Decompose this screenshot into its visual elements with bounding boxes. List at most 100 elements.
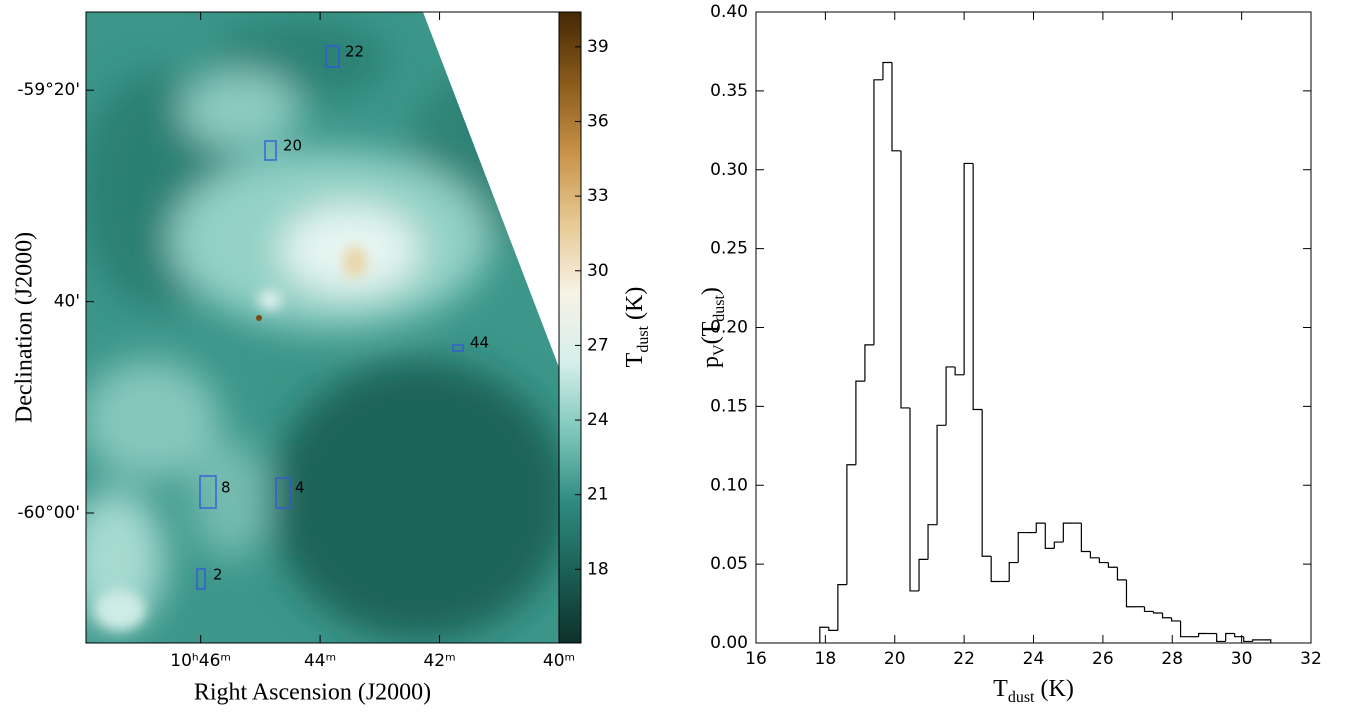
- colorbar-tick-label: 24: [587, 410, 609, 430]
- hist-step: [1243, 636, 1253, 643]
- x-axis-label: Tdust (K): [993, 676, 1074, 707]
- y-tick-label: 0.05: [710, 554, 748, 574]
- colorbar-tick-label: 33: [587, 186, 609, 206]
- hist-step: [963, 162, 974, 375]
- region-box: [325, 45, 340, 68]
- y-tick-label: 40': [54, 292, 80, 312]
- region-box: [452, 344, 464, 352]
- region-box: [275, 477, 291, 509]
- y-tick-label: 0.25: [710, 239, 748, 259]
- x-tick-label: 20: [884, 649, 906, 669]
- region-box: [264, 140, 277, 161]
- colorbar-tick-label: 39: [587, 37, 609, 57]
- x-tick-label: 22: [953, 649, 975, 669]
- colorbar-tick-label: 27: [587, 335, 609, 355]
- hist-step: [1179, 620, 1190, 638]
- region-box: [199, 475, 217, 509]
- y-axis-label: Declination (J2000): [12, 232, 38, 423]
- hist-step: [1053, 541, 1064, 549]
- x-axis-label-part: T: [993, 676, 1008, 702]
- region-label: 20: [283, 137, 302, 155]
- y-tick-label: 0.15: [710, 396, 748, 416]
- hist-step: [846, 464, 856, 585]
- y-tick-label: 0.35: [710, 81, 748, 101]
- hist-step: [1252, 639, 1262, 642]
- hist-step: [909, 407, 920, 592]
- hist-step: [900, 150, 911, 409]
- colorbar-label-part: (K): [622, 287, 648, 326]
- colorbar-tick-label: 36: [587, 111, 609, 131]
- hist-step: [1225, 632, 1235, 642]
- colorbar-tick-label: 30: [587, 261, 609, 281]
- hist-step: [1116, 567, 1127, 581]
- hist-step: [1080, 523, 1091, 553]
- y-axis-label-part: ): [698, 287, 724, 295]
- hist-step: [981, 409, 992, 557]
- x-tick-label: 40ᵐ: [543, 651, 575, 671]
- y-tick-label: 0.10: [710, 475, 748, 495]
- x-tick-label: 28: [1161, 649, 1183, 669]
- hist-step: [1170, 617, 1181, 622]
- hist-step: [1198, 632, 1208, 637]
- x-tick-label: 32: [1300, 649, 1322, 669]
- hist-step: [882, 61, 892, 80]
- hist-step: [1017, 531, 1028, 563]
- y-tick-label: 0.00: [710, 633, 748, 653]
- region-label: 8: [221, 479, 231, 497]
- hist-step: [1143, 606, 1154, 613]
- x-tick-label: 24: [1023, 649, 1045, 669]
- hist-step: [1098, 557, 1109, 564]
- y-axis-label-part: (T: [698, 321, 724, 344]
- colorbar-tick-label: 21: [587, 485, 609, 505]
- x-tick-label: 30: [1231, 649, 1253, 669]
- region-label: 4: [295, 479, 305, 497]
- y-tick-label: -60°00': [17, 503, 80, 523]
- y-tick-label: 0.20: [710, 318, 748, 338]
- hist-step: [1216, 633, 1226, 643]
- hist-step: [855, 380, 865, 465]
- hist-step: [828, 627, 838, 631]
- dust-map: [86, 12, 559, 643]
- region-box: [196, 568, 206, 590]
- x-tick-label: 10ʰ46ᵐ: [170, 651, 231, 671]
- hist-step: [1125, 579, 1136, 608]
- hist-step: [1234, 633, 1244, 638]
- y-tick-label: -59°20': [17, 80, 80, 100]
- hist-step: [819, 626, 829, 643]
- hist-step: [954, 366, 965, 376]
- hist-frame: [755, 11, 1312, 644]
- region-label: 22: [345, 43, 364, 61]
- hist-step: [891, 62, 901, 152]
- region-label: 2: [213, 566, 223, 584]
- colorbar-label: Tdust (K): [622, 287, 653, 368]
- region-label: 44: [470, 334, 489, 352]
- hist-step: [1107, 562, 1118, 568]
- hist-step: [1062, 522, 1073, 543]
- hist-step: [1008, 561, 1019, 582]
- hist-step: [918, 558, 929, 591]
- y-axis-label-part: p: [698, 356, 724, 368]
- hist-step: [927, 524, 938, 560]
- y-axis-label: pV(Tdust): [698, 287, 729, 368]
- y-tick-label: 0.40: [710, 2, 748, 22]
- x-tick-label: 44ᵐ: [304, 651, 336, 671]
- x-tick-label: 16: [745, 649, 767, 669]
- colorbar-label-part: dust: [635, 325, 652, 352]
- colorbar-label-part: T: [622, 352, 648, 367]
- x-tick-label: 42ᵐ: [423, 651, 455, 671]
- hist-step: [1261, 639, 1272, 643]
- y-axis-label-part: V: [711, 344, 728, 356]
- colorbar: [558, 11, 582, 644]
- hist-step: [936, 424, 947, 525]
- x-tick-label: 26: [1092, 649, 1114, 669]
- hist-step: [1035, 522, 1046, 533]
- x-axis-label-part: (K): [1035, 676, 1074, 702]
- hist-step: [972, 163, 983, 411]
- hist-step: [873, 79, 883, 345]
- colorbar-tick-label: 18: [587, 559, 609, 579]
- hist-step: [864, 344, 874, 382]
- hist-step: [1161, 613, 1172, 619]
- x-axis-label: Right Ascension (J2000): [194, 680, 431, 706]
- x-tick-label: 18: [815, 649, 837, 669]
- hist-step: [1152, 611, 1163, 614]
